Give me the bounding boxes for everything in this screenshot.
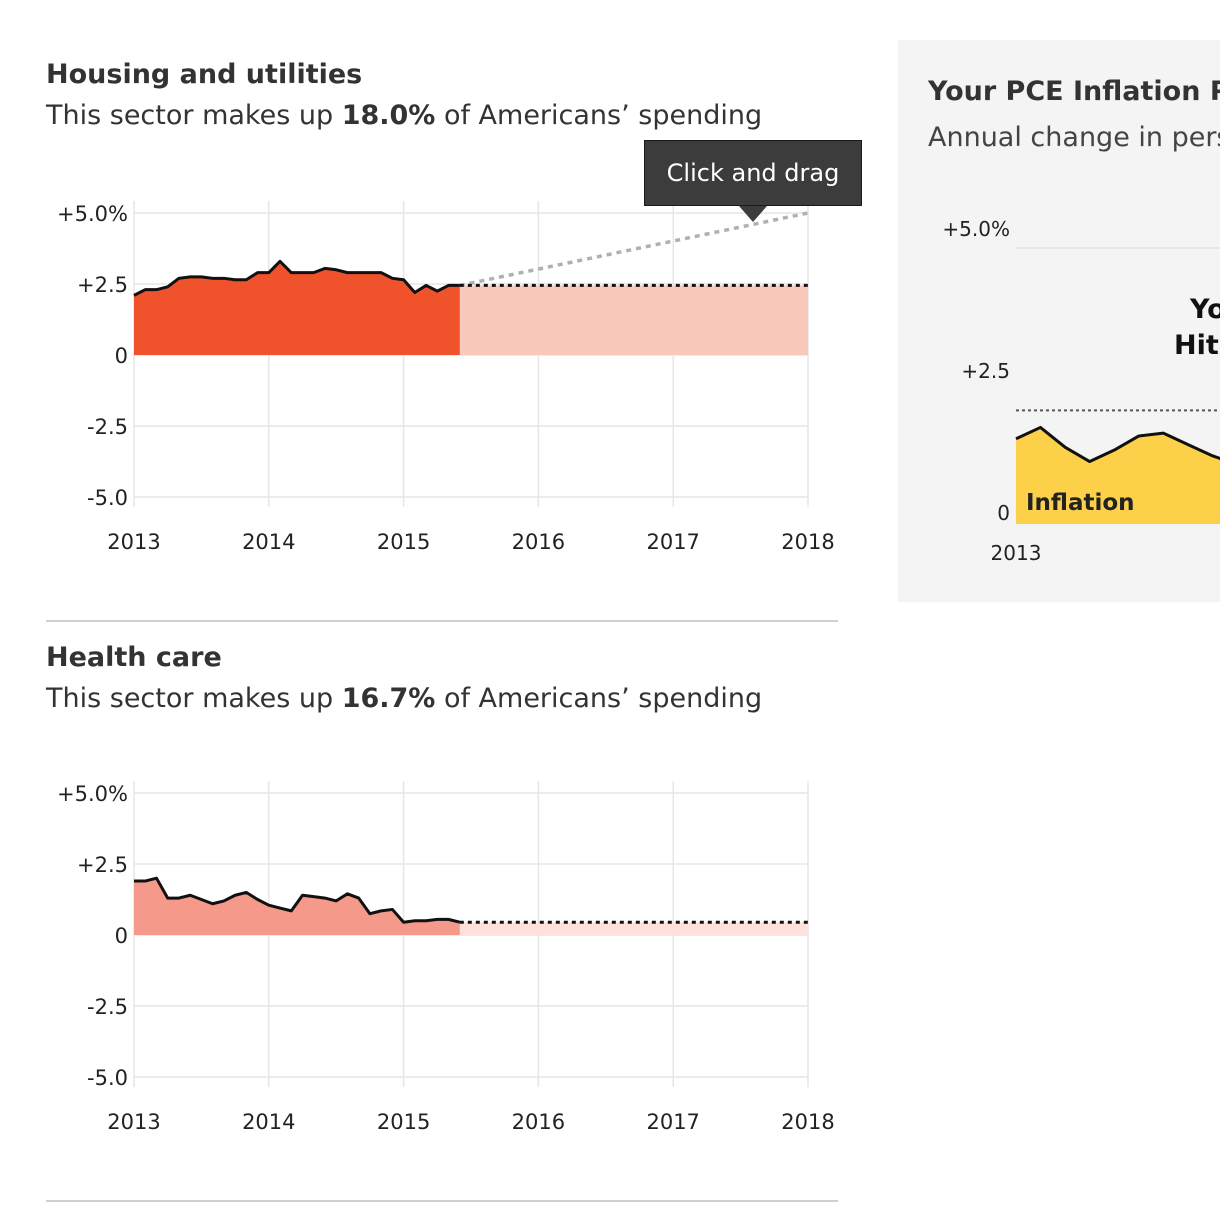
projection-area xyxy=(459,285,808,355)
sector-subtitle: This sector makes up 16.7% of Americans’… xyxy=(46,683,763,714)
y-tick-label: 0 xyxy=(115,924,128,948)
inflation-line xyxy=(1015,425,1220,464)
x-tick-label: 2018 xyxy=(781,1110,834,1134)
y-tick-label: +5.0% xyxy=(942,217,1010,241)
drag-guide-line xyxy=(459,211,809,288)
health-care-chart[interactable]: +5.0% +2.5 0 -2.5 -5.0 2013 2014 2015 2016 2017 20… xyxy=(40,775,850,1145)
y-tick-label: -5.0 xyxy=(87,1066,128,1090)
headline-text: Yo xyxy=(1189,294,1220,325)
x-tick-label: 2017 xyxy=(646,530,699,554)
x-tick-label: 2018 xyxy=(781,530,834,554)
sector-header-health: Health care This sector makes up 16.7% o… xyxy=(46,644,838,715)
series-line xyxy=(133,259,460,297)
x-tick-label: 2016 xyxy=(512,1110,565,1134)
x-tick-label: 2013 xyxy=(107,1110,160,1134)
y-tick-label: -5.0 xyxy=(87,486,128,510)
x-tick-label: 2013 xyxy=(991,541,1042,565)
x-tick-label: 2017 xyxy=(646,1110,699,1134)
panel-subtitle: Annual change in pers xyxy=(928,122,1220,153)
headline-text: Hit xyxy=(1174,330,1219,361)
y-tick-label: -2.5 xyxy=(87,415,128,439)
y-tick-label: +2.5 xyxy=(77,273,128,297)
actual-area xyxy=(134,878,460,935)
drag-tooltip[interactable]: Click and drag xyxy=(644,140,862,206)
x-tick-label: 2016 xyxy=(512,530,565,554)
sector-share: 16.7% xyxy=(341,683,436,714)
housing-chart[interactable]: +5.0% +2.5 0 -2.5 -5.0 2013 2014 2015 2016 2017 20… xyxy=(40,195,850,565)
actual-area xyxy=(134,261,460,355)
panel-title: Your PCE Inflation Pa xyxy=(928,76,1220,107)
y-tick-label: +2.5 xyxy=(77,853,128,877)
y-tick-label: +2.5 xyxy=(961,359,1010,383)
projection-area xyxy=(459,922,808,935)
y-tick-label: +5.0% xyxy=(57,782,128,806)
sector-title: Health care xyxy=(46,642,222,673)
x-tick-label: 2015 xyxy=(377,1110,430,1134)
x-tick-label: 2014 xyxy=(242,1110,295,1134)
y-tick-label: -2.5 xyxy=(87,995,128,1019)
x-tick-label: 2013 xyxy=(107,530,160,554)
inflation-area xyxy=(1016,427,1220,524)
section-divider xyxy=(46,1200,838,1202)
y-tick-label: +5.0% xyxy=(57,202,128,226)
section-divider xyxy=(46,620,838,622)
series-label: Inflation xyxy=(1026,490,1135,516)
tooltip-pointer xyxy=(739,206,767,222)
sector-title: Housing and utilities xyxy=(46,59,363,90)
inflation-chart: +5.0% +2.5 0 Inflation 2013 Yo Hit xyxy=(942,217,1220,565)
y-tick-label: 0 xyxy=(115,344,128,368)
series-line xyxy=(134,876,461,924)
y-tick-label: 0 xyxy=(997,501,1010,525)
pce-inflation-panel: Your PCE Inflation Pa Annual change in p… xyxy=(898,40,1220,602)
sector-header-housing: Housing and utilities This sector makes … xyxy=(46,61,838,132)
sector-share: 18.0% xyxy=(341,100,436,131)
sector-subtitle: This sector makes up 18.0% of Americans’… xyxy=(46,100,763,131)
x-tick-label: 2014 xyxy=(242,530,295,554)
x-tick-label: 2015 xyxy=(377,530,430,554)
